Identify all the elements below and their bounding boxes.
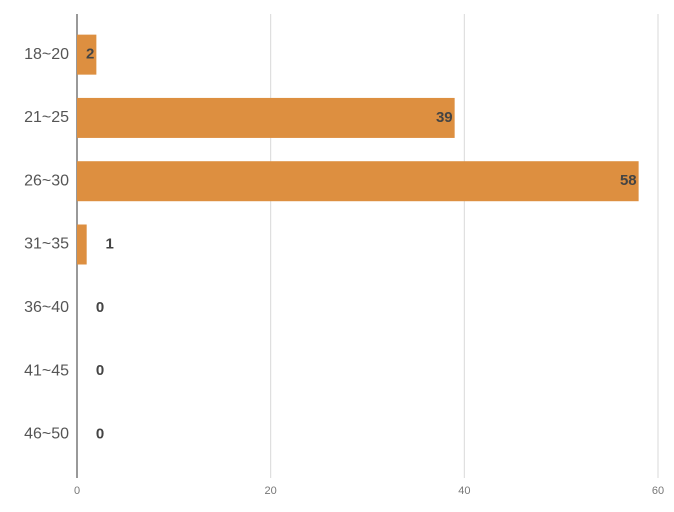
bar — [77, 34, 97, 75]
y-tick-label: 18~20 — [24, 46, 69, 63]
value-label: 0 — [96, 425, 104, 442]
value-label: 58 — [620, 172, 637, 189]
bar — [77, 97, 455, 138]
y-tick-label: 31~35 — [24, 236, 69, 253]
bar — [77, 161, 639, 202]
value-label: 39 — [436, 109, 453, 126]
y-tick-label: 36~40 — [24, 299, 69, 316]
x-tick-label: 20 — [265, 485, 277, 497]
y-tick-label: 46~50 — [24, 426, 69, 443]
bar — [77, 224, 87, 265]
value-label: 0 — [96, 362, 104, 379]
y-tick-label: 21~25 — [24, 109, 69, 126]
value-label: 1 — [106, 235, 114, 252]
value-label: 2 — [86, 46, 94, 63]
x-tick-label: 40 — [458, 485, 470, 497]
x-tick-label: 60 — [652, 485, 664, 497]
x-tick-label: 0 — [74, 485, 80, 497]
y-tick-label: 41~45 — [24, 362, 69, 379]
y-tick-label: 26~30 — [24, 172, 69, 189]
value-label: 0 — [96, 299, 104, 316]
